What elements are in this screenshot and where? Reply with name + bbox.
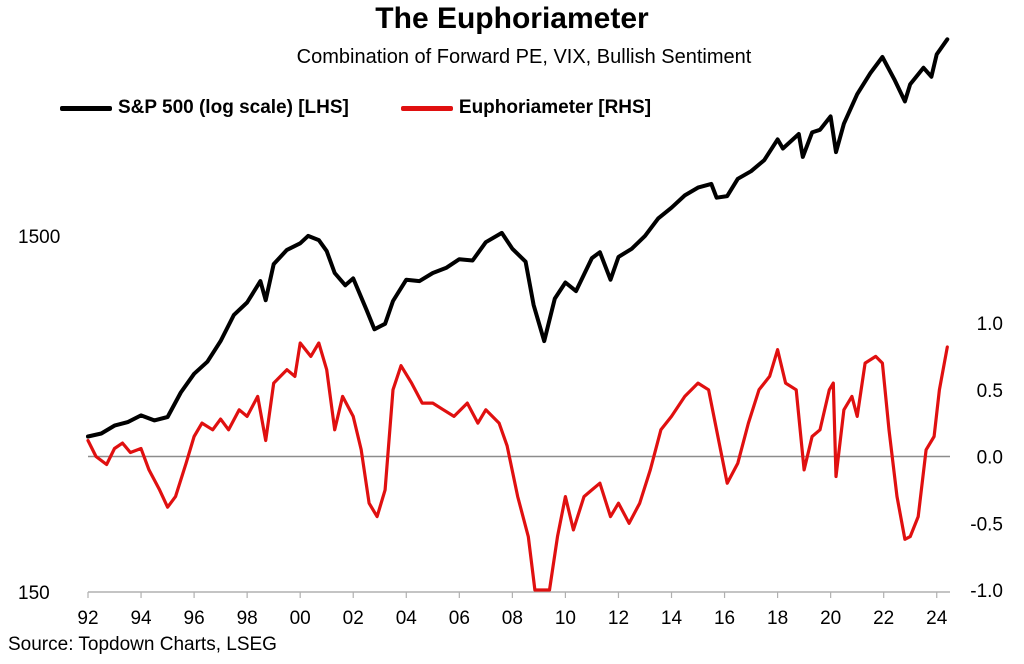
x-tick-label: 24 xyxy=(926,608,948,629)
x-tick-label: 92 xyxy=(77,608,98,629)
source-note: Source: Topdown Charts, LSEG xyxy=(8,634,277,655)
left-tick-label: 1500 xyxy=(18,227,60,248)
legend-swatch-sp500 xyxy=(60,105,112,111)
chart-title: The Euphoriameter xyxy=(375,2,649,35)
legend-label-sp500: S&P 500 (log scale) [LHS] xyxy=(118,97,349,118)
right-tick-label: 0.5 xyxy=(977,381,1003,402)
x-tick-label: 94 xyxy=(130,608,152,629)
series-line-sp500 xyxy=(86,37,950,439)
x-tick-label: 06 xyxy=(449,608,470,629)
right-tick-label: 1.0 xyxy=(977,314,1003,335)
x-tick-label: 12 xyxy=(608,608,629,629)
chart-subtitle: Combination of Forward PE, VIX, Bullish … xyxy=(296,46,752,68)
legend-item-euphoriameter: Euphoriameter [RHS] xyxy=(400,97,652,119)
legend-swatch-euphoriameter xyxy=(400,105,453,111)
x-tick-label: 10 xyxy=(555,608,576,629)
legend-item-sp500: S&P 500 (log scale) [LHS] xyxy=(60,97,349,119)
right-tick-label: -0.5 xyxy=(970,514,1003,535)
x-tick-label: 18 xyxy=(767,608,788,629)
series-line-euphoriameter xyxy=(86,341,949,592)
x-tick-label: 14 xyxy=(661,608,683,629)
x-tick-label: 98 xyxy=(237,608,258,629)
x-tick-label: 16 xyxy=(714,608,735,629)
x-tick-label: 02 xyxy=(343,608,364,629)
x-tick-label: 96 xyxy=(184,608,205,629)
right-tick-label: -1.0 xyxy=(970,581,1003,602)
right-tick-label: 0.0 xyxy=(977,448,1003,469)
x-tick-label: 08 xyxy=(502,608,523,629)
x-tick-label: 04 xyxy=(396,608,418,629)
x-tick-label: 20 xyxy=(820,608,841,629)
legend-label-euphoriameter: Euphoriameter [RHS] xyxy=(458,97,652,118)
left-tick-label: 150 xyxy=(18,583,50,604)
chart-legend: S&P 500 (log scale) [LHS] Euphoriameter … xyxy=(60,97,703,119)
x-tick-label: 00 xyxy=(290,608,311,629)
x-tick-label: 22 xyxy=(873,608,894,629)
